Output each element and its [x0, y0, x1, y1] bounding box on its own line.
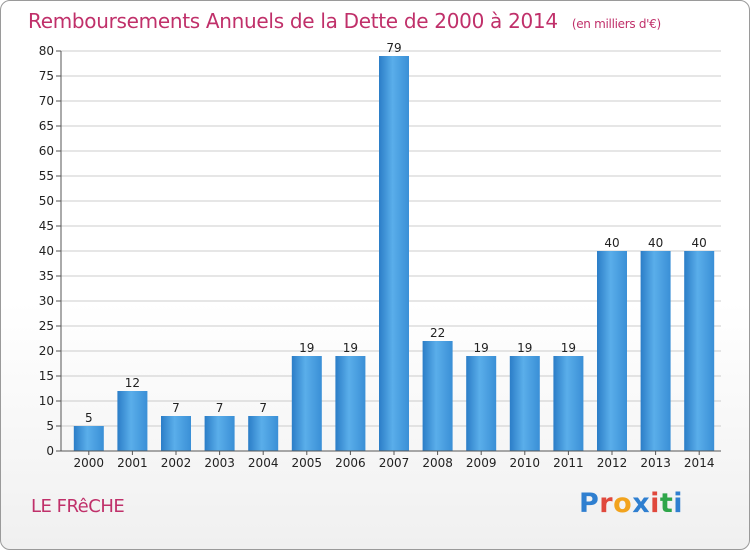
logo-letter: o: [613, 488, 633, 519]
ytick-label-80: 80: [39, 44, 54, 58]
xtick-label-2008: 2008: [422, 456, 453, 470]
bar-2002: [161, 416, 191, 451]
bar-2009: [466, 356, 497, 451]
chart-title-row: Remboursements Annuels de la Dette de 20…: [28, 9, 661, 33]
logo-letter: i: [650, 488, 660, 519]
ytick-label-15: 15: [39, 369, 54, 383]
data-label-2004: 7: [259, 401, 267, 415]
xtick-label-2010: 2010: [510, 456, 541, 470]
ytick-label-75: 75: [39, 69, 54, 83]
xtick-label-2001: 2001: [117, 456, 148, 470]
logo-letter: t: [659, 488, 674, 519]
bar-2012: [597, 251, 627, 451]
bar-2008: [422, 341, 453, 451]
xtick-label-2002: 2002: [161, 456, 192, 470]
ytick-label-10: 10: [39, 394, 54, 408]
xtick-label-2013: 2013: [640, 456, 671, 470]
ytick-label-65: 65: [39, 119, 54, 133]
data-label-2008: 22: [430, 326, 445, 340]
bar-2004: [248, 416, 279, 451]
ytick-label-50: 50: [39, 194, 54, 208]
xtick-label-2005: 2005: [292, 456, 323, 470]
data-label-2013: 40: [648, 236, 663, 250]
data-label-2000: 5: [85, 411, 93, 425]
bar-2013: [640, 251, 671, 451]
xtick-label-2011: 2011: [553, 456, 584, 470]
data-label-2010: 19: [517, 341, 532, 355]
bar-2011: [553, 356, 584, 451]
data-label-2005: 19: [299, 341, 314, 355]
logo-letter: r: [599, 488, 614, 519]
proxiti-logo: Proxiti: [579, 488, 683, 519]
ytick-label-60: 60: [39, 144, 54, 158]
ytick-label-0: 0: [46, 444, 54, 458]
xtick-label-2000: 2000: [74, 456, 105, 470]
bar-2005: [291, 356, 322, 451]
logo-letter: i: [673, 488, 684, 519]
xtick-label-2004: 2004: [248, 456, 279, 470]
ytick-label-25: 25: [39, 319, 54, 333]
logo-letter: P: [579, 488, 600, 519]
chart-title: Remboursements Annuels de la Dette de 20…: [28, 9, 558, 33]
data-label-2014: 40: [692, 236, 707, 250]
logo-letter: x: [632, 488, 651, 519]
data-label-2009: 19: [474, 341, 489, 355]
data-label-2002: 7: [172, 401, 180, 415]
data-label-2007: 79: [386, 41, 401, 55]
ytick-label-30: 30: [39, 294, 54, 308]
bar-2007: [379, 56, 409, 451]
data-label-2006: 19: [343, 341, 358, 355]
bar-2001: [117, 391, 148, 451]
ytick-label-40: 40: [39, 244, 54, 258]
ytick-label-55: 55: [39, 169, 54, 183]
xtick-label-2006: 2006: [335, 456, 366, 470]
bar-2000: [73, 426, 104, 451]
bar-2006: [335, 356, 366, 451]
xtick-label-2003: 2003: [204, 456, 235, 470]
data-label-2011: 19: [561, 341, 576, 355]
data-label-2003: 7: [216, 401, 224, 415]
xtick-label-2012: 2012: [597, 456, 628, 470]
bar-2003: [204, 416, 235, 451]
data-label-2012: 40: [604, 236, 619, 250]
chart-subtitle: (en milliers d'€): [571, 17, 661, 31]
data-label-2001: 12: [125, 376, 140, 390]
commune-name: LE FRêCHE: [31, 496, 125, 517]
bar-2014: [684, 251, 715, 451]
ytick-label-70: 70: [39, 94, 54, 108]
ytick-label-20: 20: [39, 344, 54, 358]
ytick-label-35: 35: [39, 269, 54, 283]
xtick-label-2014: 2014: [684, 456, 715, 470]
ytick-label-5: 5: [46, 419, 54, 433]
xtick-label-2007: 2007: [379, 456, 410, 470]
ytick-label-45: 45: [39, 219, 54, 233]
xtick-label-2009: 2009: [466, 456, 497, 470]
bar-2010: [509, 356, 540, 451]
